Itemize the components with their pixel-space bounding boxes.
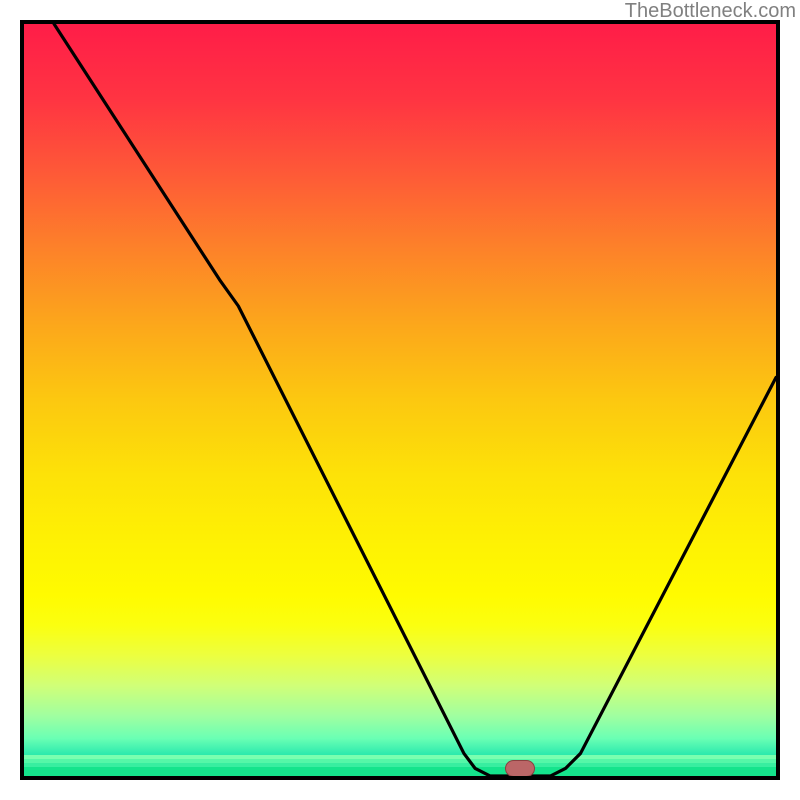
plot-area	[20, 20, 780, 780]
optimal-point-marker	[505, 760, 535, 777]
bottleneck-curve	[24, 24, 776, 776]
bottleneck-chart: TheBottleneck.com	[0, 0, 800, 800]
